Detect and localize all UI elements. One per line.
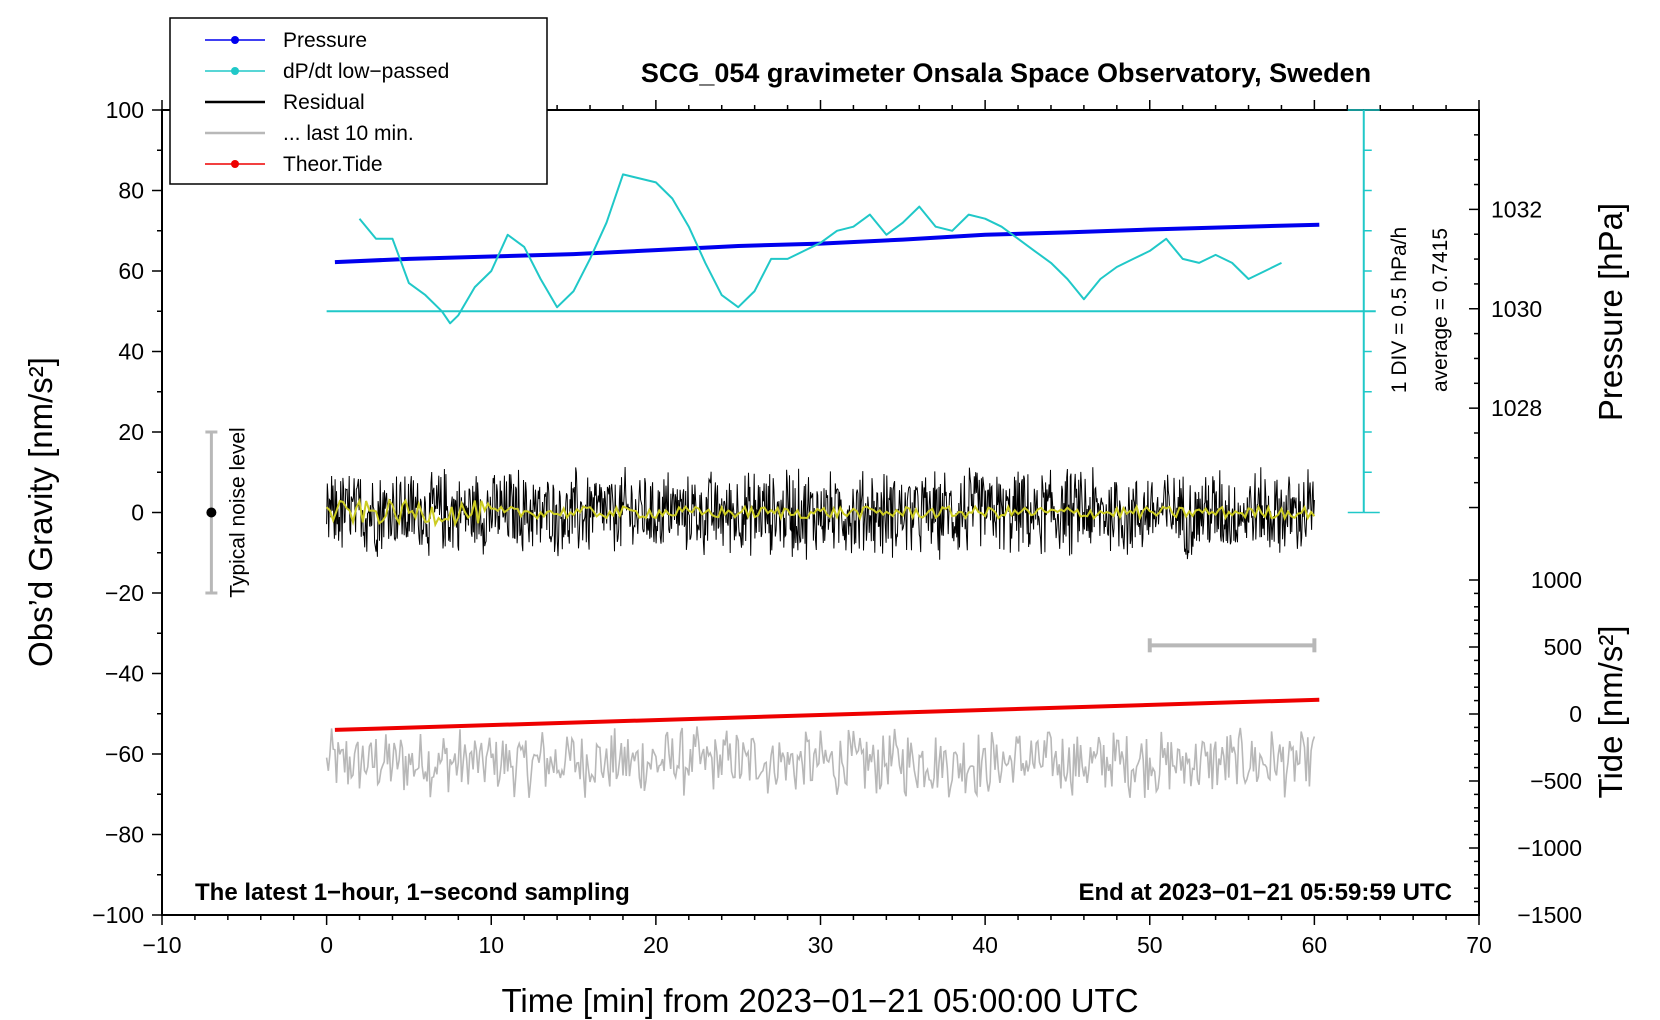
x-tick-label: 60: [1302, 932, 1328, 958]
dpdt-average-label: average = 0.7415: [1429, 228, 1452, 392]
legend-swatch-marker: [231, 160, 239, 168]
footer-left-note: The latest 1−hour, 1−second sampling: [195, 879, 630, 906]
x-tick-label: 40: [972, 932, 998, 958]
noise-level-indicator: [205, 430, 218, 595]
last-10-min-trace: [325, 726, 1316, 799]
x-tick-label: −10: [142, 932, 181, 958]
legend-label: dP/dt low−passed: [283, 60, 449, 83]
tide-tick-labels: −1500 −1000 −500 0 500 1000: [1517, 567, 1582, 928]
y-tick-label: 60: [118, 258, 144, 284]
y-axis-title: Obs’d Gravity [nm/s²]: [22, 357, 59, 667]
pressure-tick-labels: 1028 1030 1032: [1491, 196, 1542, 421]
chart-title: SCG_054 gravimeter Onsala Space Observat…: [641, 58, 1371, 88]
tide-tick-label: −1000: [1517, 835, 1582, 861]
dpdt-scale-label: 1 DIV = 0.5 hPa/h: [1388, 227, 1411, 393]
x-axis-title: Time [min] from 2023−01−21 05:00:00 UTC: [501, 982, 1138, 1019]
x-tick-label: 50: [1137, 932, 1163, 958]
y-tick-label: −20: [105, 580, 144, 606]
pressure-tick-label: 1028: [1491, 395, 1542, 421]
noise-center-dot: [206, 507, 217, 518]
pressure-axis-title: Pressure [hPa]: [1592, 203, 1629, 421]
legend-label: Theor.Tide: [283, 153, 383, 176]
legend-label: Residual: [283, 91, 365, 114]
dp-dt-low-passed-line: [358, 173, 1282, 325]
y-tick-label: 100: [106, 97, 144, 123]
x-tick-label: 70: [1466, 932, 1492, 958]
y-tick-label: 0: [131, 500, 144, 526]
legend-label: ... last 10 min.: [283, 122, 414, 145]
series-layer: [325, 173, 1320, 799]
tide-tick-label: 1000: [1531, 567, 1582, 593]
pressure-line: [334, 222, 1320, 265]
legend-swatch-marker: [231, 67, 239, 75]
tide-axis-title: Tide [nm/s²]: [1592, 626, 1629, 799]
tide-tick-label: 500: [1544, 634, 1582, 660]
tide-tick-label: −500: [1530, 768, 1582, 794]
legend-swatch-marker: [231, 36, 239, 44]
pressure-tick-label: 1032: [1491, 196, 1542, 222]
y-tick-labels: −100 −80 −60 −40 −20 0 20 40 60 80 100: [92, 97, 144, 928]
x-tick-label: 20: [643, 932, 669, 958]
tide-tick-label: 0: [1569, 701, 1582, 727]
tide-tick-label: −1500: [1517, 902, 1582, 928]
residual-trace: [326, 466, 1315, 560]
y-tick-label: −80: [105, 822, 144, 848]
x-tick-label: 10: [478, 932, 504, 958]
y-tick-label: −40: [105, 661, 144, 687]
x-tick-label: 0: [320, 932, 333, 958]
footer-right-note: End at 2023−01−21 05:59:59 UTC: [1078, 879, 1452, 906]
y-tick-label: −100: [92, 902, 144, 928]
residual-smoothed-trace: [325, 497, 1316, 528]
pressure-tick-label: 1030: [1491, 296, 1542, 322]
x-tick-labels: −10 0 10 20 30 40 50 60 70: [142, 932, 1491, 958]
y-tick-label: −60: [105, 741, 144, 767]
theor-tide-line: [334, 697, 1320, 732]
y-tick-label: 80: [118, 178, 144, 204]
x-tick-label: 30: [808, 932, 834, 958]
legend: Pressure dP/dt low−passed Residual ... last…: [169, 17, 548, 185]
legend-label: Pressure: [283, 29, 367, 52]
y-tick-label: 20: [118, 419, 144, 445]
y-tick-label: 40: [118, 339, 144, 365]
noise-level-label: Typical noise level: [226, 427, 249, 597]
